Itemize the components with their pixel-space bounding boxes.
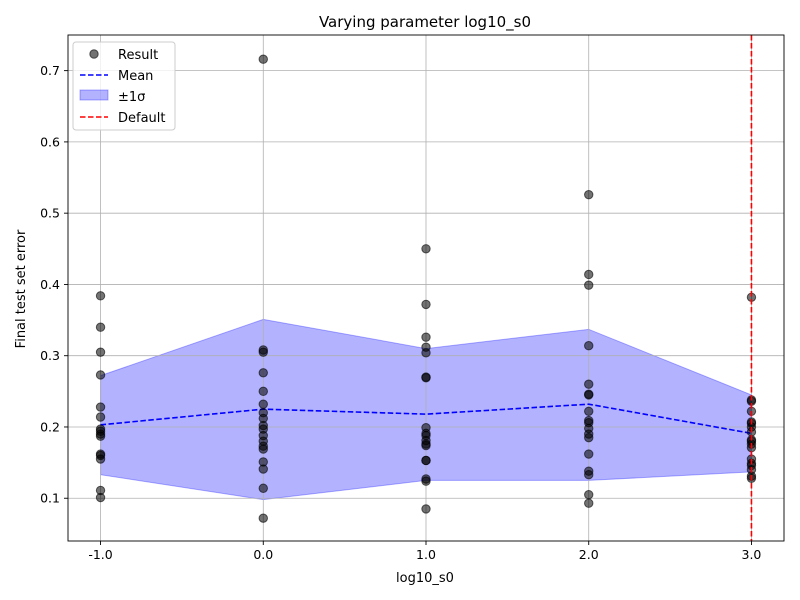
y-tick-label: 0.5: [40, 206, 60, 221]
result-point: [95, 291, 106, 301]
y-tick-label: 0.2: [40, 419, 60, 434]
result-point: [258, 483, 268, 493]
y-tick-label: 0.1: [40, 491, 60, 506]
result-point: [584, 390, 594, 400]
result-point: [258, 444, 268, 454]
result-point: [421, 504, 431, 514]
result-point: [95, 412, 106, 422]
result-point: [95, 492, 106, 503]
result-point: [258, 399, 268, 409]
legend-result-marker: [89, 49, 99, 59]
result-point: [584, 470, 594, 480]
result-point: [584, 280, 594, 290]
result-point: [584, 189, 594, 200]
result-point: [258, 386, 268, 397]
result-point: [95, 402, 106, 412]
x-tick-label: 3.0: [742, 547, 762, 562]
x-tick-label: 1.0: [416, 547, 436, 562]
result-point: [95, 370, 106, 380]
result-point: [421, 244, 431, 254]
chart-title: Varying parameter log10_s0: [319, 13, 531, 32]
result-point: [584, 406, 594, 416]
x-tick-label: -1.0: [88, 547, 112, 562]
result-point: [421, 373, 431, 383]
result-point: [421, 332, 431, 342]
result-point: [421, 476, 431, 486]
legend-mean-label: Mean: [118, 69, 153, 84]
y-tick-label: 0.4: [40, 277, 60, 292]
result-point: [584, 432, 594, 443]
result-point: [584, 379, 594, 389]
legend-box: [72, 41, 176, 131]
result-point: [421, 455, 431, 466]
result-point: [421, 348, 431, 358]
result-point: [584, 341, 594, 351]
legend: Result Mean ±1σ Default: [72, 41, 176, 131]
result-point: [584, 449, 594, 459]
mean-line: [100, 403, 752, 435]
result-point: [95, 454, 106, 464]
y-tick-label: 0.3: [40, 348, 60, 363]
x-tick-label: 0.0: [253, 547, 273, 562]
result-point: [95, 322, 106, 332]
result-point: [258, 54, 268, 64]
result-point: [258, 464, 268, 474]
x-axis-label: log10_s0: [396, 571, 454, 586]
legend-result-label: Result: [118, 48, 158, 63]
result-point: [95, 431, 106, 441]
legend-default-label: Default: [118, 111, 166, 126]
legend-band-label: ±1σ: [118, 90, 145, 105]
y-tick-label: 0.7: [40, 63, 60, 78]
y-axis-label: Final test set error: [14, 229, 29, 348]
result-point: [421, 299, 431, 310]
x-tick-label: 2.0: [579, 547, 599, 562]
plot-area: -1.0 0.0 1.0 2.0 3.0 0.1 0.2 0.3 0.4 0.5 0.6 0.7: [40, 34, 785, 562]
legend-band-swatch: [79, 89, 109, 101]
result-point: [258, 347, 268, 357]
result-point: [584, 489, 594, 500]
result-point: [258, 513, 268, 523]
y-tick-label: 0.6: [40, 134, 60, 149]
result-point: [258, 368, 268, 378]
result-point: [421, 440, 431, 451]
result-point: [584, 498, 594, 508]
result-point: [584, 269, 594, 280]
result-point: [95, 347, 106, 357]
